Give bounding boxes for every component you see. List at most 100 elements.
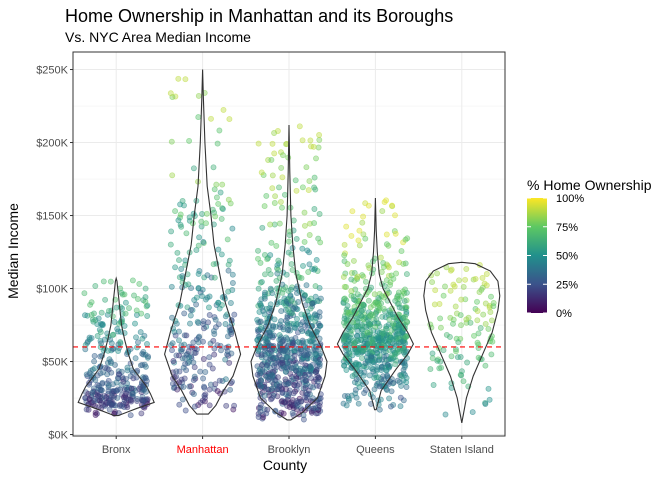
- data-point: [382, 338, 388, 344]
- data-point: [285, 306, 292, 313]
- data-point: [386, 395, 393, 402]
- violin-outline-queens: [336, 197, 415, 411]
- violin-outline-brooklyn: [250, 124, 328, 421]
- data-point: [372, 323, 379, 330]
- data-point: [351, 340, 358, 347]
- data-point: [437, 324, 444, 331]
- data-point: [103, 395, 109, 402]
- data-point: [344, 302, 351, 309]
- data-point: [201, 325, 207, 332]
- data-point: [317, 350, 324, 357]
- data-point: [258, 324, 265, 331]
- data-point: [313, 382, 320, 389]
- data-point: [367, 312, 374, 319]
- data-point: [95, 393, 102, 400]
- data-point: [460, 378, 467, 385]
- data-point: [307, 363, 314, 370]
- data-point: [264, 361, 271, 368]
- data-point: [100, 278, 107, 285]
- data-point: [317, 295, 324, 302]
- data-point: [278, 149, 284, 156]
- data-point: [482, 320, 489, 327]
- data-point: [105, 388, 112, 394]
- data-point: [487, 309, 494, 316]
- data-point: [115, 348, 122, 354]
- data-point: [354, 380, 361, 387]
- data-point: [135, 339, 141, 346]
- data-point: [199, 211, 205, 217]
- data-point: [309, 395, 316, 402]
- data-point: [264, 339, 271, 345]
- data-point: [177, 211, 184, 218]
- data-point: [380, 305, 387, 312]
- data-point: [173, 320, 180, 327]
- panel-border: [72, 51, 506, 437]
- data-point: [343, 284, 349, 290]
- data-point: [300, 262, 306, 269]
- data-point: [137, 329, 144, 336]
- data-point: [91, 352, 98, 359]
- data-point: [118, 289, 125, 296]
- data-point: [483, 271, 490, 277]
- data-point: [292, 177, 299, 184]
- data-point: [254, 316, 261, 323]
- x-axis-label: County: [263, 457, 307, 473]
- data-point: [138, 410, 145, 417]
- data-point: [213, 194, 220, 201]
- data-point: [260, 414, 267, 421]
- data-point: [263, 192, 270, 199]
- data-point: [271, 150, 278, 157]
- data-point: [474, 317, 481, 324]
- data-point: [429, 355, 436, 362]
- data-point: [133, 307, 140, 314]
- data-point: [390, 379, 397, 386]
- data-point: [394, 295, 401, 302]
- data-point: [306, 232, 313, 238]
- data-point: [453, 348, 459, 355]
- data-point: [285, 343, 291, 349]
- data-point: [428, 272, 435, 279]
- data-point: [438, 364, 445, 371]
- data-point: [434, 270, 441, 277]
- data-point: [257, 401, 264, 408]
- data-point: [294, 316, 300, 322]
- data-point: [105, 382, 112, 389]
- data-point: [143, 388, 149, 395]
- data-point: [387, 334, 394, 341]
- data-point: [177, 201, 184, 208]
- data-point: [398, 373, 405, 380]
- data-point: [359, 272, 366, 279]
- data-point: [351, 269, 358, 276]
- legend-title: % Home Ownership: [527, 177, 652, 193]
- data-point: [210, 337, 217, 344]
- data-point: [257, 259, 264, 266]
- data-point: [354, 298, 360, 305]
- violin-outline-manhattan: [164, 69, 242, 415]
- data-point: [210, 164, 217, 171]
- data-point: [144, 341, 150, 347]
- data-point: [271, 130, 278, 136]
- data-point: [258, 278, 265, 285]
- data-point: [182, 407, 189, 414]
- data-point: [342, 270, 349, 277]
- data-point: [200, 375, 207, 382]
- data-point: [458, 322, 464, 329]
- data-point: [267, 332, 274, 339]
- data-point: [268, 385, 275, 392]
- data-point: [142, 285, 149, 292]
- data-point: [137, 384, 144, 390]
- data-point: [213, 181, 220, 188]
- data-point: [267, 301, 274, 308]
- data-point: [360, 372, 367, 379]
- data-point: [365, 202, 372, 209]
- data-point: [108, 340, 115, 347]
- data-point: [284, 327, 291, 334]
- data-point: [201, 274, 208, 281]
- data-point: [451, 283, 458, 290]
- data-point: [109, 331, 116, 338]
- data-point: [366, 359, 373, 366]
- data-point: [315, 144, 322, 151]
- data-point: [377, 254, 384, 261]
- data-point: [218, 215, 225, 222]
- data-point: [443, 331, 450, 338]
